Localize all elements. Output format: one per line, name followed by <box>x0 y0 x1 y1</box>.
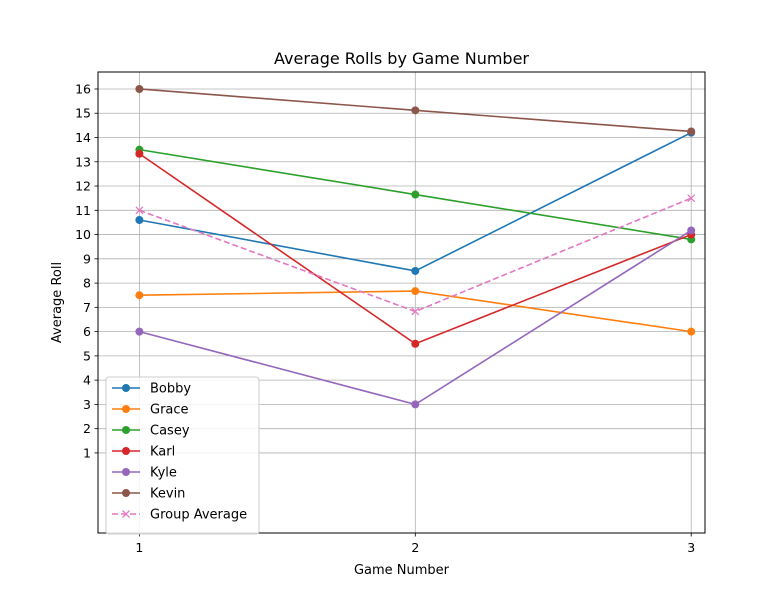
y-tick-label: 16 <box>75 81 91 96</box>
y-tick-label: 1 <box>83 445 91 460</box>
legend-item-casey: Casey <box>112 424 190 439</box>
data-point-karl <box>135 149 144 158</box>
data-point-bobby <box>411 266 420 275</box>
chart-title: Average Rolls by Game Number <box>274 49 529 68</box>
data-point-group-average <box>411 307 420 316</box>
data-point-casey <box>411 190 420 199</box>
marker-stroke <box>411 307 420 316</box>
legend-swatch-marker <box>122 510 130 518</box>
y-tick-label: 7 <box>83 300 91 315</box>
data-point-kyle <box>411 400 420 409</box>
y-tick-label: 10 <box>75 227 91 242</box>
x-tick-label: 2 <box>411 540 419 555</box>
y-tick-label: 11 <box>75 203 91 218</box>
marker-stroke <box>122 510 130 518</box>
x-tick-label: 3 <box>687 540 695 555</box>
data-point-group-average <box>687 194 696 203</box>
legend-swatch-marker <box>122 468 130 476</box>
series-layer <box>135 84 696 409</box>
legend-item-grace: Grace <box>112 403 189 418</box>
series-kyle <box>135 226 696 409</box>
y-tick-label: 5 <box>83 348 91 363</box>
plot-area-frame <box>97 71 706 534</box>
data-point-grace <box>687 327 696 336</box>
legend-swatch-marker <box>122 489 130 497</box>
legend-item-bobby: Bobby <box>112 382 191 397</box>
legend: Bobby Grace Casey Karl Kyle Kevin Group Averag… <box>105 376 260 535</box>
data-point-bobby <box>135 216 144 225</box>
data-point-kevin <box>687 127 696 136</box>
y-tick-label: 9 <box>83 251 91 266</box>
legend-label: Kyle <box>150 466 177 481</box>
data-point-grace <box>411 287 420 296</box>
legend-label: Casey <box>150 424 190 439</box>
legend-item-kyle: Kyle <box>112 466 177 481</box>
y-tick-label: 6 <box>83 324 91 339</box>
x-tick-label: 1 <box>135 540 143 555</box>
marker-stroke <box>687 194 696 203</box>
data-point-grace <box>135 291 144 300</box>
legend-label: Kevin <box>150 487 185 502</box>
x-axis-label: Game Number <box>354 563 450 578</box>
series-karl <box>135 149 696 348</box>
marker-stroke <box>135 206 144 215</box>
legend-label: Grace <box>150 403 189 418</box>
legend-item-group-average: Group Average <box>112 508 247 523</box>
legend-label: Bobby <box>150 382 191 397</box>
data-point-kevin <box>135 84 144 93</box>
legend-swatch-marker <box>122 447 130 455</box>
series-group-average <box>135 194 696 316</box>
y-tick-label: 4 <box>83 373 91 388</box>
series-kevin <box>135 84 696 136</box>
data-point-karl <box>411 339 420 348</box>
data-point-kyle <box>135 327 144 336</box>
y-axis-label: Average Roll <box>50 262 65 343</box>
y-tick-label: 2 <box>83 421 91 436</box>
y-tick-label: 3 <box>83 397 91 412</box>
legend-swatch-marker <box>122 405 130 413</box>
legend-item-kevin: Kevin <box>112 487 185 502</box>
data-point-kevin <box>411 106 420 115</box>
legend-swatch-marker <box>122 384 130 392</box>
data-point-kyle <box>687 226 696 235</box>
data-point-group-average <box>135 206 144 215</box>
legend-label: Group Average <box>150 508 247 523</box>
y-tick-label: 14 <box>75 130 91 145</box>
legend-swatch-marker <box>122 426 130 434</box>
y-tick-label: 8 <box>83 276 91 291</box>
y-tick-label: 13 <box>75 154 91 169</box>
legend-box <box>105 376 260 535</box>
series-grace <box>135 287 696 336</box>
legend-item-karl: Karl <box>112 445 175 460</box>
y-tick-label: 12 <box>75 179 91 194</box>
legend-label: Karl <box>150 445 175 460</box>
grid <box>98 72 705 533</box>
y-tick-label: 15 <box>75 106 91 121</box>
